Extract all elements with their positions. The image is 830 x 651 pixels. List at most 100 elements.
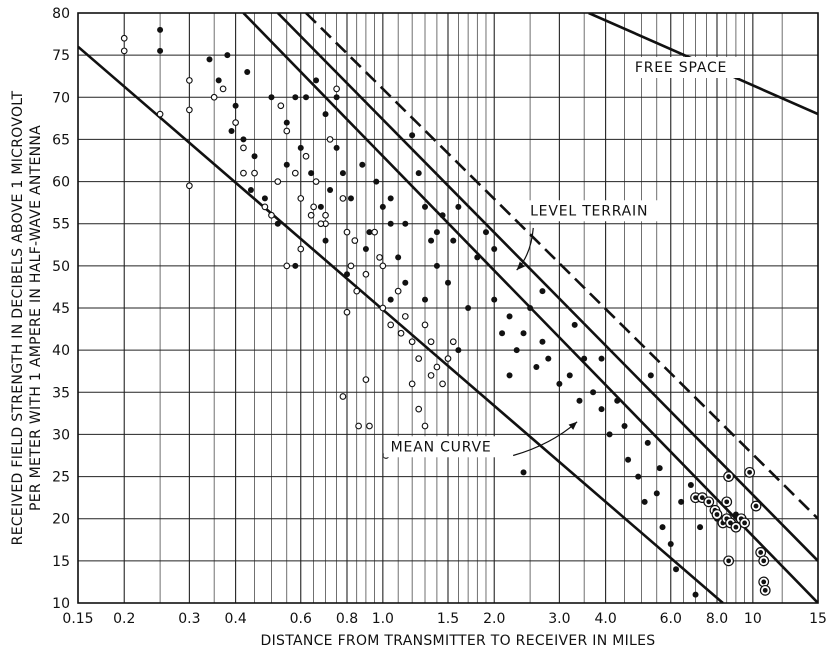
data-point-filled	[157, 47, 164, 54]
data-point-open	[343, 308, 351, 316]
data-point-filled	[692, 591, 699, 598]
data-point-open	[210, 93, 218, 101]
data-point-filled	[667, 541, 674, 547]
free-space-label-bg	[627, 57, 742, 78]
data-point-filled	[445, 279, 451, 286]
data-point-filled	[571, 321, 578, 328]
data-point-ringed	[739, 517, 751, 529]
data-point-open	[355, 422, 362, 430]
data-point-filled	[428, 237, 435, 244]
x-axis-title: DISTANCE FROM TRANSMITTER TO RECEIVER IN…	[261, 633, 656, 649]
data-point-filled	[566, 372, 573, 379]
free-space-label: FREE SPACE	[635, 60, 727, 76]
data-point-open	[379, 262, 387, 270]
data-point-filled	[402, 279, 409, 286]
data-point-filled	[362, 246, 369, 252]
data-point-open	[326, 136, 334, 143]
data-point-filled	[598, 355, 605, 362]
data-point-open	[240, 144, 247, 152]
data-point-open	[427, 372, 435, 379]
data-point-filled	[274, 220, 281, 227]
data-point-filled	[433, 229, 440, 236]
tick-labels: 0.15 0.2 0.3 0.4 0.6 0.8 1.0 1.5 2.0 3.0 4.0 6.0 8.0…	[52, 6, 827, 627]
data-point-filled	[527, 305, 534, 311]
level-terrain-line	[305, 13, 818, 520]
data-point-open	[283, 262, 291, 270]
data-point-filled	[415, 170, 422, 177]
data-point-filled	[590, 389, 597, 396]
data-point-open	[394, 287, 402, 295]
data-point-filled	[520, 330, 527, 337]
data-point-open	[449, 338, 457, 346]
data-point-filled	[621, 423, 628, 429]
data-point-open	[277, 102, 285, 110]
data-point-filled	[653, 490, 660, 497]
x-tick-label: 0.3	[178, 611, 200, 627]
data-point-filled	[215, 77, 222, 84]
mean-curve-label: MEAN CURVE	[391, 439, 492, 455]
y-tick-label: 35	[52, 385, 70, 401]
data-point-filled	[379, 203, 386, 210]
y-tick-label: 70	[52, 90, 70, 106]
data-point-filled	[556, 380, 563, 387]
y-tick-label: 15	[52, 554, 70, 570]
data-point-filled	[474, 254, 481, 261]
data-point-filled	[659, 524, 666, 531]
data-point-filled	[283, 161, 290, 168]
gridlines	[77, 12, 819, 604]
data-point-filled	[422, 203, 429, 210]
y-tick-label: 20	[52, 512, 70, 528]
data-point-ringed	[730, 521, 742, 533]
data-point-filled	[409, 132, 416, 139]
data-point-filled	[244, 69, 251, 75]
data-point-open	[362, 270, 370, 278]
data-point-open	[317, 220, 325, 228]
y-tick-label: 40	[52, 343, 70, 359]
data-point-open	[312, 178, 320, 185]
data-point-open	[283, 127, 291, 135]
data-point-open	[297, 245, 305, 253]
data-point-open	[347, 262, 355, 270]
data-point-ringed	[723, 555, 735, 567]
x-tick-label: 4.0	[594, 611, 616, 627]
data-point-filled	[317, 203, 324, 210]
data-point-filled	[513, 347, 520, 354]
y-tick-label: 75	[52, 48, 70, 64]
data-point-open	[408, 338, 416, 346]
data-point-filled	[422, 296, 429, 303]
y-tick-label: 45	[52, 301, 70, 317]
data-point-filled	[539, 338, 546, 345]
data-point-open	[291, 169, 299, 177]
mean-curve-arrow	[512, 421, 578, 457]
level-terrain-label: LEVEL TERRAIN	[530, 203, 648, 219]
data-point-filled	[598, 406, 605, 413]
data-point-filled	[327, 187, 334, 193]
data-point-filled	[228, 128, 235, 134]
data-point-open	[415, 355, 423, 362]
data-point-filled	[491, 296, 498, 303]
data-point-open	[444, 355, 452, 362]
data-point-filled	[333, 94, 340, 101]
data-point-filled	[387, 296, 394, 303]
mean-curve-label-bg	[383, 436, 498, 458]
data-point-filled	[339, 170, 346, 177]
data-point-ringed	[758, 576, 770, 588]
data-point-filled	[499, 330, 506, 337]
data-point-ringed	[758, 555, 770, 567]
y-tick-label: 55	[52, 217, 70, 233]
data-point-open	[397, 329, 405, 337]
x-tick-label: 15	[809, 611, 827, 627]
data-point-filled	[673, 566, 680, 573]
data-point-open	[376, 254, 383, 261]
data-point-filled	[581, 355, 588, 362]
data-point-filled	[157, 26, 164, 33]
y-tick-label: 30	[52, 427, 70, 443]
data-point-filled	[387, 220, 394, 227]
data-point-filled	[687, 482, 694, 488]
data-point-filled	[576, 397, 583, 404]
data-point-open	[261, 203, 269, 211]
data-point-filled	[641, 498, 648, 505]
data-point-ringed	[703, 496, 715, 508]
x-tick-label: 3.0	[548, 611, 570, 627]
data-point-filled	[347, 195, 354, 202]
